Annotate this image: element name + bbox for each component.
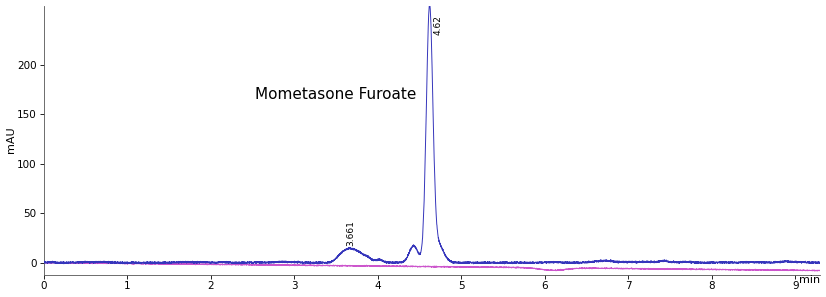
Y-axis label: mAU: mAU [6, 127, 16, 153]
Text: 4.62: 4.62 [434, 15, 443, 35]
Text: 3.661: 3.661 [347, 220, 356, 246]
Text: Mometasone Furoate: Mometasone Furoate [255, 87, 416, 102]
Text: min: min [800, 276, 820, 285]
